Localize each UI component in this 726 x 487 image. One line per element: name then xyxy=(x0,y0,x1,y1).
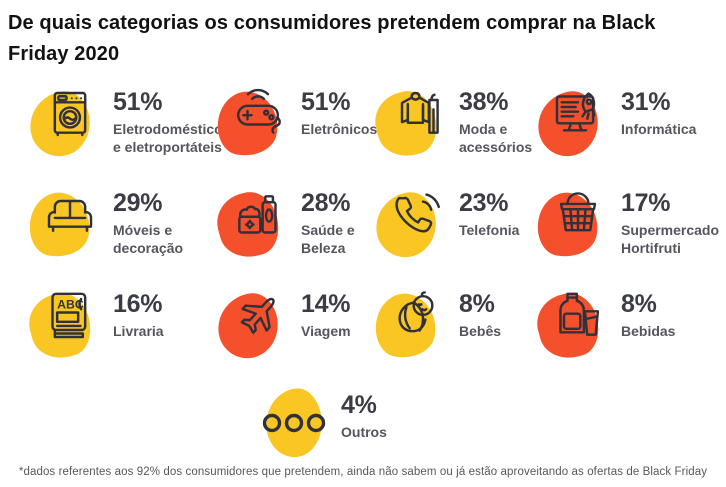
outros-row: 4% Outros xyxy=(0,385,726,469)
category-art xyxy=(368,84,450,166)
category-art xyxy=(213,286,292,368)
phone-icon xyxy=(388,187,444,243)
category-label: Informática xyxy=(621,121,697,137)
category-label: Eletrodomésticos e eletroportáteis xyxy=(113,121,231,156)
category-art xyxy=(370,286,450,368)
category-item-baby: 8% Bebês xyxy=(370,286,538,387)
category-item-sofa: 29% Móveis e decoração xyxy=(24,185,218,286)
category-art: ABC xyxy=(22,286,104,368)
category-text: 8% Bebidas xyxy=(621,286,675,340)
category-item-cosmetics: 28% Saúde e Beleza xyxy=(210,185,376,286)
category-art xyxy=(532,185,612,267)
cosmetics-icon xyxy=(230,187,286,243)
category-percent: 51% xyxy=(113,88,163,116)
category-item-airplane: 14% Viagem xyxy=(213,286,376,387)
category-text: 38% Moda e acessórios xyxy=(459,84,538,156)
svg-text:ABC: ABC xyxy=(57,297,84,311)
category-art xyxy=(258,385,332,469)
category-text: 51% Eletrônicos xyxy=(301,84,377,138)
category-percent: 17% xyxy=(621,189,671,217)
category-text: 29% Móveis e decoração xyxy=(113,185,218,257)
category-item-shopping-basket: 17% Supermercado Hortifruti xyxy=(532,185,726,286)
category-item-washing-machine: 51% Eletrodomésticos e eletroportáteis xyxy=(25,84,230,185)
category-percent: 51% xyxy=(301,88,351,116)
category-label: Bebês xyxy=(459,323,502,339)
category-percent: 8% xyxy=(459,290,495,318)
category-label: Supermercado Hortifruti xyxy=(621,222,720,257)
category-percent: 4% xyxy=(341,391,377,419)
category-label: Livraria xyxy=(113,323,164,339)
category-label: Outros xyxy=(341,424,387,440)
category-label: Moda e acessórios xyxy=(459,121,533,156)
category-text: 23% Telefonia xyxy=(459,185,519,239)
category-label: Móveis e decoração xyxy=(113,222,184,257)
category-item-computer-rocket: 31% Informática xyxy=(533,84,726,185)
clothes-hanger-icon xyxy=(388,86,444,142)
category-text: 28% Saúde e Beleza xyxy=(301,185,376,257)
category-item-bottle-glass: 8% Bebidas xyxy=(530,286,726,387)
category-percent: 38% xyxy=(459,88,509,116)
category-label: Bebidas xyxy=(621,323,676,339)
category-item-book: ABC 16% Livraria xyxy=(22,286,218,387)
category-text: 17% Supermercado Hortifruti xyxy=(621,185,726,257)
category-art xyxy=(530,286,612,368)
category-percent: 8% xyxy=(621,290,657,318)
category-art xyxy=(371,185,450,267)
footnote: *dados referentes aos 92% dos consumidor… xyxy=(18,466,708,478)
category-grid: 51% Eletrodomésticos e eletroportáteis 51%… xyxy=(22,84,726,387)
shopping-basket-icon xyxy=(550,187,606,243)
infographic-page: De quais categorias os consumidores pret… xyxy=(0,8,726,478)
category-label: Saúde e Beleza xyxy=(301,222,355,257)
category-label: Viagem xyxy=(301,323,351,339)
category-text: 31% Informática xyxy=(621,84,696,138)
category-art xyxy=(25,84,104,166)
airplane-icon xyxy=(230,288,286,344)
baby-icon xyxy=(388,288,444,344)
sofa-icon xyxy=(42,187,98,243)
category-percent: 23% xyxy=(459,189,509,217)
category-art xyxy=(212,84,292,166)
category-percent: 29% xyxy=(113,189,163,217)
category-item-game-controller: 51% Eletrônicos xyxy=(212,84,377,185)
category-art xyxy=(533,84,612,166)
category-percent: 16% xyxy=(113,290,163,318)
three-dots-icon xyxy=(260,401,328,445)
category-text: 14% Viagem xyxy=(301,286,351,340)
page-title: De quais categorias os consumidores pret… xyxy=(8,12,656,65)
category-text: 4% Outros xyxy=(341,387,387,441)
category-item-clothes-hanger: 38% Moda e acessórios xyxy=(368,84,538,185)
category-art xyxy=(24,185,104,267)
computer-rocket-icon xyxy=(550,86,606,142)
category-label: Telefonia xyxy=(459,222,520,238)
washing-machine-icon xyxy=(42,86,98,142)
bottle-glass-icon xyxy=(550,288,606,344)
category-text: 8% Bebês xyxy=(459,286,501,340)
category-text: 16% Livraria xyxy=(113,286,164,340)
category-percent: 31% xyxy=(621,88,671,116)
book-icon: ABC xyxy=(42,288,98,344)
category-percent: 28% xyxy=(301,189,351,217)
category-item-phone: 23% Telefonia xyxy=(371,185,538,286)
category-percent: 14% xyxy=(301,290,351,318)
category-text: 51% Eletrodomésticos e eletroportáteis xyxy=(113,84,230,156)
category-art xyxy=(210,185,292,267)
game-controller-icon xyxy=(230,86,286,142)
category-item-three-dots: 4% Outros xyxy=(258,385,468,469)
category-label: Eletrônicos xyxy=(301,121,378,137)
